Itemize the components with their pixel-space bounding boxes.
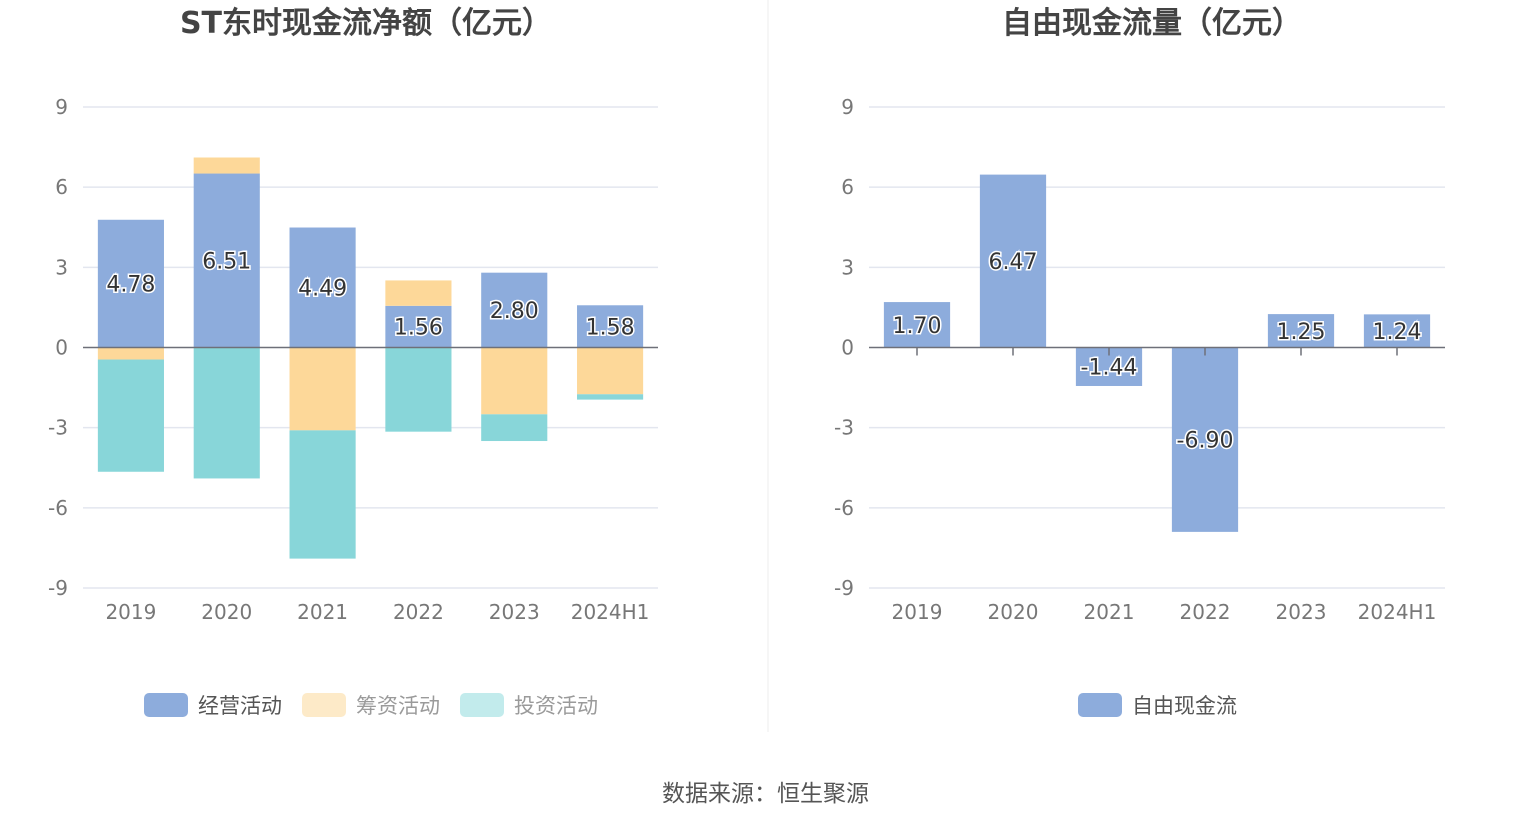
legend-swatch [1078,693,1122,717]
data-label: 2.80 [490,299,539,324]
bar-经营活动 [97,219,164,348]
legend-label: 投资活动 [514,694,598,718]
x-tick-label: 2024H1 [571,600,650,624]
x-tick-label: 2019 [892,600,943,624]
bar-自由现金流 [1363,314,1431,348]
x-tick-label: 2023 [489,600,540,624]
bar-自由现金流 [979,174,1047,348]
y-tick-label: 9 [55,95,68,119]
legend-label: 自由现金流 [1132,694,1237,718]
chart-title: 自由现金流量（亿元） [1002,6,1302,41]
data-label: 1.70 [893,314,942,339]
data-source-note: 数据来源：恒生聚源 [662,781,869,807]
bar-自由现金流 [1267,314,1335,348]
data-label: 4.49 [298,277,347,302]
chart-title: ST东时现金流净额（亿元） [180,6,552,41]
legend-swatch [302,693,346,717]
bar-筹资活动 [97,347,164,360]
x-tick-label: 2024H1 [1358,600,1437,624]
x-tick-label: 2021 [1084,600,1135,624]
x-tick-label: 2021 [297,600,348,624]
bar-筹资活动 [385,280,452,306]
bar-经营活动 [481,272,548,348]
bar-筹资活动 [289,347,356,431]
bar-经营活动 [577,305,644,348]
bar-筹资活动 [577,347,644,395]
bar-投资活动 [97,359,164,472]
data-label: -6.90 [1177,429,1234,454]
y-tick-label: -3 [834,416,854,440]
y-tick-label: 3 [841,255,854,279]
bar-投资活动 [577,394,644,400]
x-tick-label: 2019 [105,600,156,624]
data-label: 1.58 [586,315,635,340]
bar-筹资活动 [193,157,260,174]
x-tick-label: 2020 [988,600,1039,624]
legend-swatch [460,693,504,717]
legend-label: 经营活动 [198,694,282,718]
data-label: -1.44 [1081,356,1138,381]
x-tick-label: 2022 [393,600,444,624]
y-tick-label: -9 [48,576,68,600]
data-label: 1.56 [394,316,443,341]
bar-投资活动 [193,347,260,479]
x-tick-label: 2023 [1276,600,1327,624]
data-label: 4.78 [106,273,155,298]
y-tick-label: 3 [55,255,68,279]
x-tick-label: 2022 [1180,600,1231,624]
y-tick-label: 6 [841,175,854,199]
y-tick-label: 6 [55,175,68,199]
y-tick-label: 9 [841,95,854,119]
bar-经营活动 [289,227,356,348]
bar-投资活动 [385,347,452,432]
data-label: 1.25 [1277,320,1326,345]
bar-经营活动 [193,173,260,348]
legend-label: 筹资活动 [356,694,440,718]
data-label: 6.47 [989,250,1038,275]
bar-自由现金流 [883,302,951,348]
y-tick-label: -6 [834,496,854,520]
data-label: 1.24 [1373,320,1422,345]
y-tick-label: -9 [834,576,854,600]
bar-筹资活动 [481,347,548,415]
bar-经营活动 [385,305,452,348]
data-label: 6.51 [202,250,251,275]
legend-swatch [144,693,188,717]
x-tick-label: 2020 [201,600,252,624]
y-tick-label: -6 [48,496,68,520]
bar-投资活动 [481,414,548,442]
y-tick-label: 0 [841,336,854,360]
bar-投资活动 [289,430,356,559]
y-tick-label: -3 [48,416,68,440]
y-tick-label: 0 [55,336,68,360]
bar-自由现金流 [1171,347,1239,532]
